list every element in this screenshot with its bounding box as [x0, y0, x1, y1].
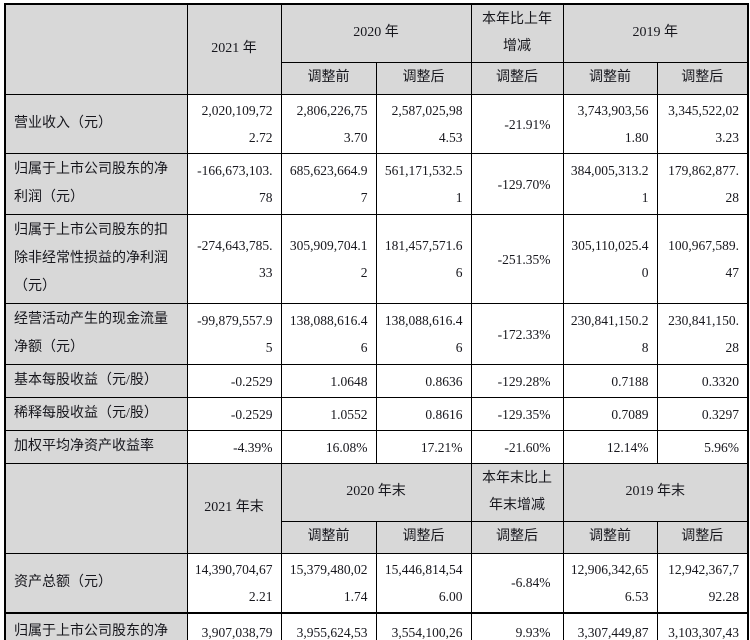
- table-row: 归属于上市公司股东的净 3,907,038,79 3,955,624,53 3,554…: [4, 611, 749, 640]
- value-cell: 1.0648: [280, 364, 377, 399]
- value-cell: 2,806,226,753.70: [280, 94, 377, 155]
- value-cell: 0.7089: [562, 397, 658, 432]
- row-label: 稀释每股收益（元/股）: [4, 397, 188, 432]
- col-subheader-adjustment: 调整前: [280, 62, 377, 96]
- value-cell: 138,088,616.46: [280, 303, 377, 366]
- value-cell: 561,171,532.51: [375, 153, 472, 216]
- value-cell: -166,673,103.78: [186, 153, 282, 216]
- value-cell: 12.14%: [562, 430, 658, 465]
- col-header-current-year: 2021 年: [186, 3, 282, 96]
- value-cell-change-pct: -129.28%: [470, 364, 564, 399]
- value-cell: 384,005,313.21: [562, 153, 658, 216]
- col-subheader-adjustment: 调整后: [656, 521, 749, 554]
- value-cell: -99,879,557.95: [186, 303, 282, 366]
- financial-summary-table: 2021 年 2020 年本年比上年增减 2019 年调整前 调整后 调整后 调整前 调整后…: [4, 3, 749, 640]
- table-row: 归属于上市公司股东的扣除非经常性损益的净利润（元） -274,643,785.33…: [4, 214, 749, 305]
- row-label: 归属于上市公司股东的净利润（元）: [4, 153, 188, 216]
- value-cell: 179,862,877.28: [656, 153, 749, 216]
- corner-cell: [4, 463, 188, 554]
- value-cell: 3,307,449,87: [562, 611, 658, 640]
- value-cell: 685,623,664.97: [280, 153, 377, 216]
- value-cell: -0.2529: [186, 397, 282, 432]
- value-cell: 0.8636: [375, 364, 472, 399]
- col-subheader-adjustment: 调整前: [562, 62, 658, 96]
- col-header-yoy-change: 本年末比上年末增减: [470, 463, 564, 523]
- header-row-adjustments: 调整前 调整后 调整后 调整前 调整后: [5, 521, 749, 554]
- col-subheader-adjustment: 调整前: [562, 521, 658, 554]
- value-cell: 17.21%: [375, 430, 472, 465]
- row-label: 归属于上市公司股东的扣除非经常性损益的净利润（元）: [4, 214, 188, 305]
- value-cell: 2,020,109,722.72: [186, 94, 282, 155]
- col-header-prev2-year-group: 2019 年末: [562, 463, 749, 523]
- col-subheader-adjustment: 调整后: [470, 521, 564, 554]
- col-header-prev-year-group: 2020 年: [280, 3, 472, 64]
- value-cell: 3,743,903,561.80: [562, 94, 658, 155]
- value-cell: 3,554,100,26: [375, 611, 472, 640]
- row-label: 资产总额（元）: [4, 552, 188, 614]
- value-cell-change-pct: -21.91%: [470, 94, 564, 155]
- table-row: 基本每股收益（元/股） -0.2529 1.0648 0.8636 -129.28% 0.…: [4, 364, 749, 399]
- table-row: 稀释每股收益（元/股） -0.2529 1.0552 0.8616 -129.35% 0.…: [4, 397, 749, 432]
- value-cell: 181,457,571.66: [375, 214, 472, 305]
- value-cell-change-pct: -251.35%: [470, 214, 564, 305]
- col-header-prev-year-group: 2020 年末: [280, 463, 472, 523]
- col-subheader-adjustment: 调整后: [656, 62, 749, 96]
- value-cell: 5.96%: [656, 430, 749, 465]
- value-cell: 2,587,025,984.53: [375, 94, 472, 155]
- value-cell-change-pct: -172.33%: [470, 303, 564, 366]
- row-label: 营业收入（元）: [4, 94, 188, 155]
- value-cell: 0.3297: [656, 397, 749, 432]
- value-cell: -4.39%: [186, 430, 282, 465]
- table-row: 归属于上市公司股东的净利润（元） -166,673,103.78 685,623,6…: [4, 153, 749, 216]
- value-cell-change-pct: -21.60%: [470, 430, 564, 465]
- header-row-groups: 2021 年 2020 年本年比上年增减 2019 年: [4, 3, 749, 96]
- value-cell: 16.08%: [280, 430, 377, 465]
- value-cell: 230,841,150.28: [562, 303, 658, 366]
- value-cell: -274,643,785.33: [186, 214, 282, 305]
- value-cell: 15,379,480,021.74: [280, 552, 377, 614]
- col-subheader-adjustment: 调整后: [375, 62, 472, 96]
- table-row: 资产总额（元） 14,390,704,672.21 15,379,480,021.7…: [4, 552, 749, 614]
- table-row: 经营活动产生的现金流量净额（元） -99,879,557.95 138,088,61…: [4, 303, 749, 366]
- value-cell: 3,345,522,023.23: [656, 94, 749, 155]
- table-row: 营业收入（元） 2,020,109,722.72 2,806,226,753.70 2…: [4, 94, 749, 155]
- row-label: 加权平均净资产收益率: [4, 430, 188, 465]
- value-cell: 1.0552: [280, 397, 377, 432]
- header-row-adjustments: 调整前 调整后 调整后 调整前 调整后: [5, 62, 749, 96]
- header-row-groups: 2021 年末 2020 年末 本年末比上年末增减 2019 年末: [4, 463, 749, 554]
- value-cell: 12,942,367,792.28: [656, 552, 749, 614]
- col-header-yoy-change: 本年比上年增减: [470, 3, 564, 64]
- row-label: 基本每股收益（元/股）: [4, 364, 188, 399]
- value-cell: -0.2529: [186, 364, 282, 399]
- value-cell: 15,446,814,546.00: [375, 552, 472, 614]
- value-cell-change-pct: 9.93%: [470, 611, 564, 640]
- value-cell: 3,103,307,43: [656, 611, 749, 640]
- col-subheader-adjustment: 调整前: [280, 521, 377, 554]
- row-label: 经营活动产生的现金流量净额（元）: [4, 303, 188, 366]
- col-header-prev2-year-group: 2019 年: [562, 3, 749, 64]
- value-cell: 0.7188: [562, 364, 658, 399]
- value-cell: 0.8616: [375, 397, 472, 432]
- value-cell: 3,955,624,53: [280, 611, 377, 640]
- value-cell: 305,909,704.12: [280, 214, 377, 305]
- value-cell: 0.3320: [656, 364, 749, 399]
- value-cell: 230,841,150.28: [656, 303, 749, 366]
- table-row: 加权平均净资产收益率 -4.39% 16.08% 17.21% -21.60% 12.14…: [4, 430, 749, 465]
- value-cell: 100,967,589.47: [656, 214, 749, 305]
- value-cell-change-pct: -6.84%: [470, 552, 564, 614]
- col-subheader-adjustment: 调整后: [375, 521, 472, 554]
- value-cell: 12,906,342,656.53: [562, 552, 658, 614]
- value-cell: 14,390,704,672.21: [186, 552, 282, 614]
- value-cell-change-pct: -129.70%: [470, 153, 564, 216]
- corner-cell: [4, 3, 188, 96]
- col-header-current-year: 2021 年末: [186, 463, 282, 554]
- row-label: 归属于上市公司股东的净: [4, 611, 188, 640]
- col-subheader-adjustment: 调整后: [470, 62, 564, 96]
- value-cell-change-pct: -129.35%: [470, 397, 564, 432]
- value-cell: 138,088,616.46: [375, 303, 472, 366]
- value-cell: 305,110,025.40: [562, 214, 658, 305]
- value-cell: 3,907,038,79: [186, 611, 282, 640]
